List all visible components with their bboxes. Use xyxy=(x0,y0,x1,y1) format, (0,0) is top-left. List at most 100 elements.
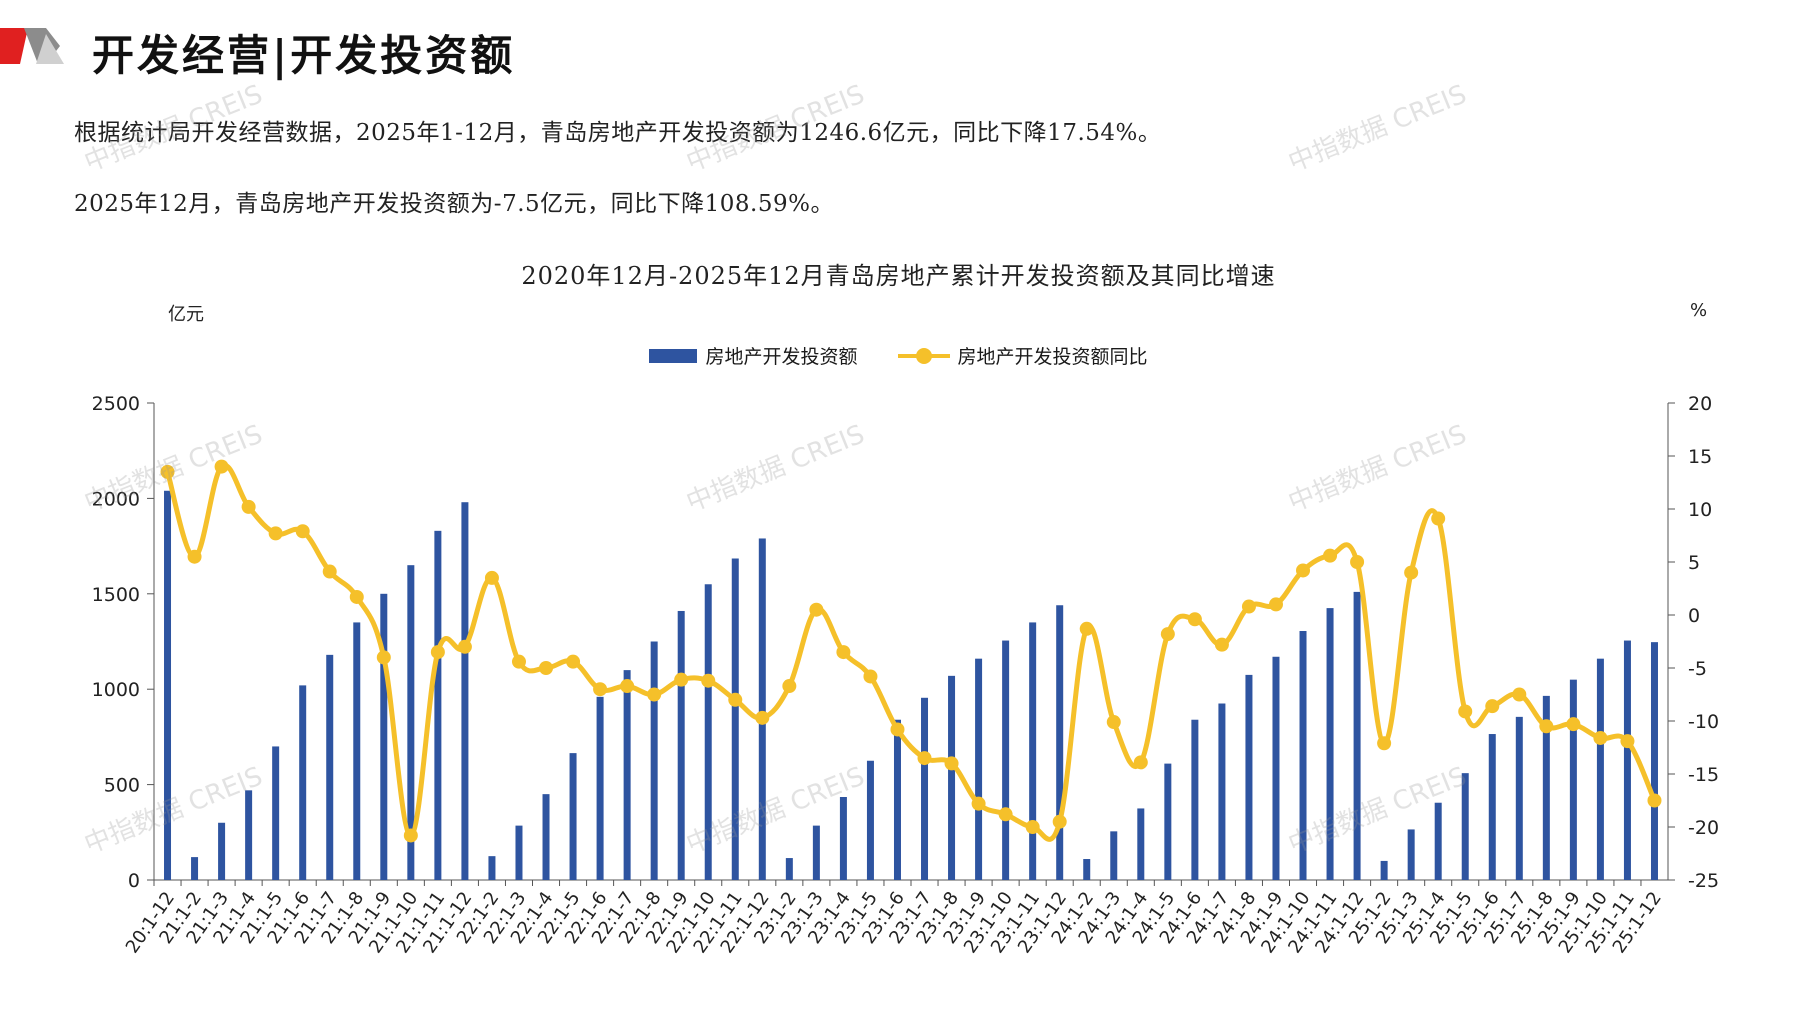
bar xyxy=(866,760,874,880)
legend-item-line: 房地产开发投资额同比 xyxy=(897,342,1148,369)
bar xyxy=(326,654,334,880)
line-point xyxy=(1350,555,1365,569)
line-point xyxy=(1512,687,1527,702)
y-tick-label-right: -10 xyxy=(1688,711,1719,733)
line-point xyxy=(241,499,256,514)
summary-line-1: 根据统计局开发经营数据，2025年1-12月，青岛房地产开发投资额为1246.6… xyxy=(74,120,1162,146)
line-point xyxy=(1593,730,1608,745)
line-point xyxy=(863,669,878,684)
bar xyxy=(1056,605,1064,880)
bar xyxy=(488,856,496,880)
line-point xyxy=(836,645,851,660)
bar xyxy=(1488,734,1496,880)
bar xyxy=(677,610,685,880)
line-point xyxy=(430,645,445,660)
line-point xyxy=(1485,699,1500,714)
summary-line-2: 2025年12月，青岛房地产开发投资额为-7.5亿元，同比下降108.59%。 xyxy=(74,191,834,217)
bar xyxy=(812,825,820,880)
bar xyxy=(380,593,388,880)
y-tick-label-left: 0 xyxy=(128,870,140,892)
bar xyxy=(1623,640,1631,880)
bar xyxy=(948,675,956,880)
bar xyxy=(542,794,550,880)
bar xyxy=(1245,674,1253,880)
bar xyxy=(1218,703,1226,880)
line-point xyxy=(1458,704,1473,719)
line-point xyxy=(1377,736,1392,751)
bar xyxy=(1002,640,1010,880)
bar xyxy=(1353,591,1361,880)
y-tick-label-right: 5 xyxy=(1688,552,1700,574)
line-point xyxy=(728,692,743,707)
line-point xyxy=(944,756,959,771)
line-point xyxy=(457,639,472,654)
line-point xyxy=(971,796,986,811)
line-point xyxy=(1268,597,1283,612)
y-tick-label-left: 500 xyxy=(104,775,140,797)
y-tick-label-right: 0 xyxy=(1688,605,1700,627)
bar xyxy=(434,530,442,880)
bar xyxy=(704,584,712,880)
line-point xyxy=(376,650,391,665)
bar xyxy=(1407,829,1415,880)
bar xyxy=(1326,608,1334,880)
page-title: 开发经营|开发投资额 xyxy=(92,31,516,80)
bar xyxy=(1569,679,1577,880)
line-point xyxy=(593,682,608,697)
y-tick-label-left: 2000 xyxy=(92,488,140,510)
bar xyxy=(245,790,253,880)
legend-line-swatch xyxy=(897,347,950,364)
bar xyxy=(1596,658,1604,880)
bar xyxy=(975,658,983,880)
series-line-yoy xyxy=(165,462,1657,842)
bar xyxy=(191,857,199,880)
left-axis-unit: 亿元 xyxy=(168,304,204,325)
line-point xyxy=(998,807,1013,822)
legend-item-bar: 房地产开发投资额 xyxy=(649,342,858,369)
line-point xyxy=(701,673,716,688)
line-point xyxy=(511,654,526,669)
legend-line-label: 房地产开发投资额同比 xyxy=(957,346,1148,368)
line-point xyxy=(674,672,689,687)
y-tick-label-left: 1000 xyxy=(92,679,140,701)
bar xyxy=(1083,859,1091,880)
line-point xyxy=(1106,715,1121,730)
line-point xyxy=(647,687,662,702)
bar xyxy=(1164,763,1172,880)
bar xyxy=(1029,622,1037,880)
bar xyxy=(1434,802,1442,880)
bar xyxy=(353,622,361,880)
line-point xyxy=(890,722,905,737)
bar xyxy=(1299,631,1307,880)
line-point xyxy=(268,526,283,541)
bar xyxy=(515,825,523,880)
bar xyxy=(1272,656,1280,880)
line-point xyxy=(1431,511,1446,526)
bar xyxy=(650,641,658,880)
line-point xyxy=(1025,820,1040,834)
bar xyxy=(1461,773,1469,880)
y-tick-label-right: -25 xyxy=(1688,870,1719,892)
line-point xyxy=(160,464,175,479)
bar xyxy=(407,565,415,880)
line-point xyxy=(755,710,770,725)
line-point xyxy=(1187,612,1202,627)
line-point xyxy=(782,679,797,694)
y-tick-label-right: -5 xyxy=(1688,658,1707,680)
line-point xyxy=(620,679,635,694)
bar xyxy=(596,696,604,880)
line-point xyxy=(349,589,364,604)
line-point xyxy=(1620,734,1635,749)
y-tick-label-right: 20 xyxy=(1688,393,1712,415)
bar xyxy=(1110,831,1118,880)
header-logo-mark xyxy=(0,28,64,64)
line-point xyxy=(322,564,337,579)
line-point xyxy=(809,602,824,617)
bar xyxy=(1515,716,1523,880)
bar xyxy=(461,502,469,880)
line-point xyxy=(917,751,932,766)
bar xyxy=(1137,808,1145,880)
line-point xyxy=(484,570,499,585)
line-point xyxy=(566,654,581,669)
